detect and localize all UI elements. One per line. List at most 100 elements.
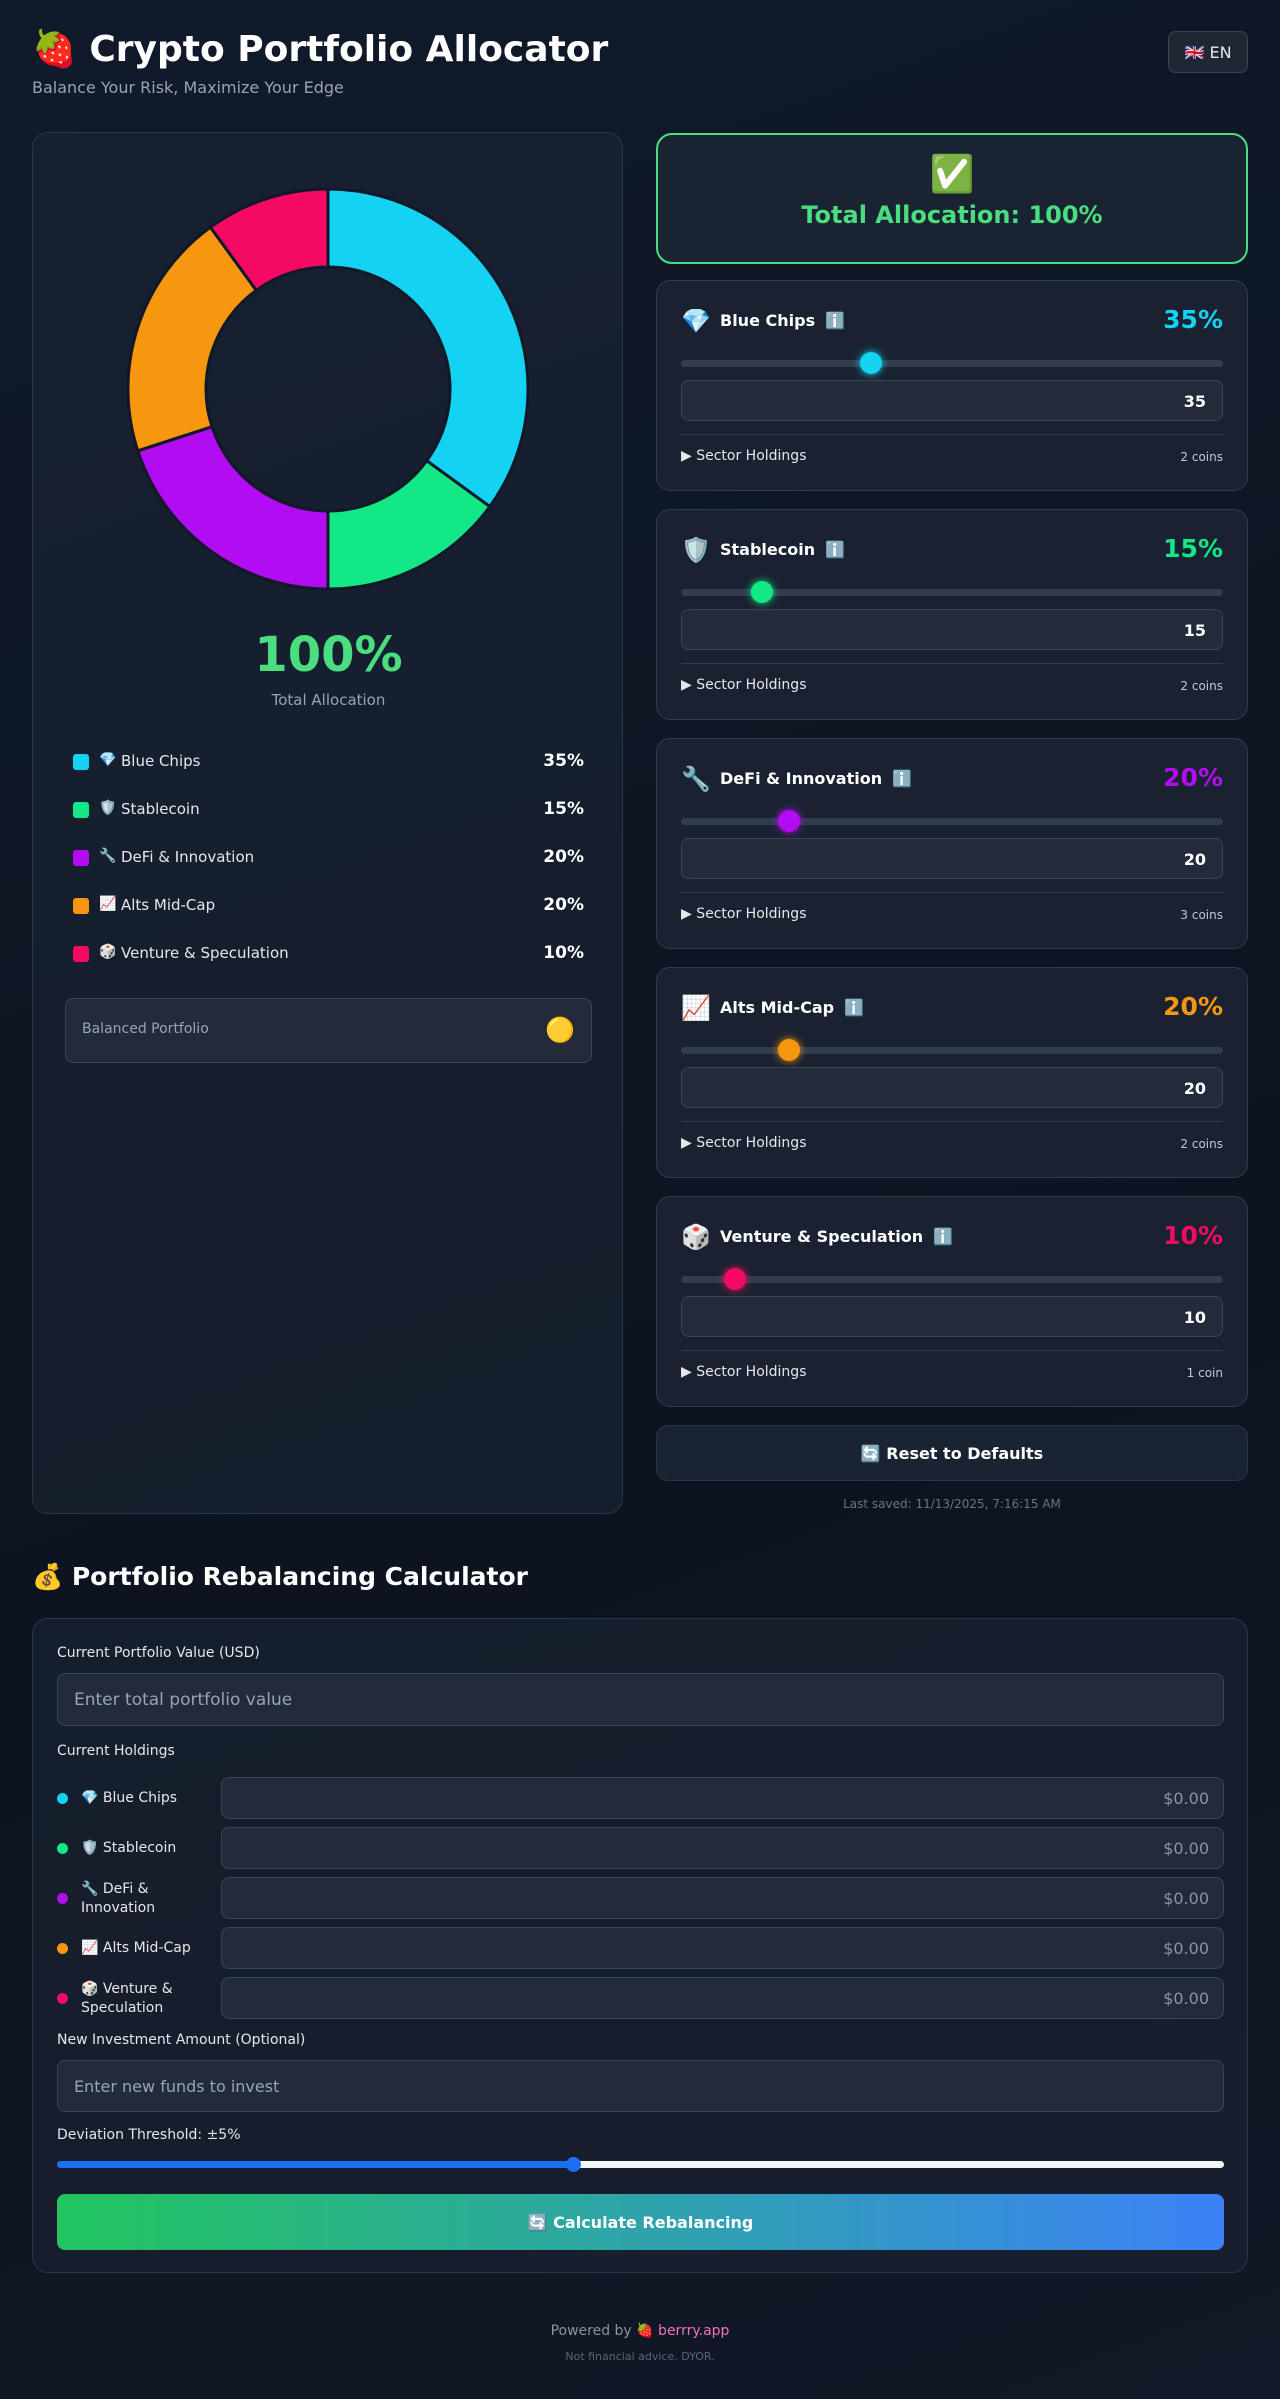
holding-row: 🎲 Venture & Speculation $0.00 [57,1977,1224,2020]
slider-thumb[interactable] [778,1039,801,1061]
percent-input[interactable]: 35 [681,380,1223,421]
divider [681,434,1223,435]
holdings-toggle[interactable]: ▶ Sector Holdings [681,677,807,693]
legend-name: Alts Mid-Cap [121,896,216,914]
sector-name: DeFi & Innovation ℹ️ [720,769,913,788]
slider-thumb[interactable] [724,1268,747,1290]
sector-card: 💎 Blue Chips ℹ️ 35% 35 ▶ Sector Holdings 2 coi… [656,280,1248,491]
divider [681,663,1223,664]
input-value: 10 [1183,1308,1206,1327]
app-title: 🍓 Crypto Portfolio Allocator [32,29,609,70]
slider-track[interactable] [681,1039,1223,1061]
holding-dot [57,1893,68,1904]
holding-icon: 💎 [81,1790,99,1807]
divider [681,892,1223,893]
reset-button[interactable]: 🔄 Reset to Defaults [656,1425,1248,1481]
new-label: New Investment Amount (Optional) [57,2032,306,2048]
info-icon[interactable]: ℹ️ [825,540,846,559]
percent-input[interactable]: 20 [681,838,1223,879]
holding-row: 📈 Alts Mid-Cap $0.00 [57,1927,1224,1970]
holding-text: 🛡️ Stablecoin [81,1839,176,1858]
language-button[interactable]: 🇬🇧 EN [1168,31,1248,73]
legend-value: 35% [543,751,584,771]
legend-item: 🛡️ Stablecoin 15% [73,798,584,822]
coin-count: 2 coins [1180,450,1223,464]
sector-percent: 10% [1163,1221,1223,1250]
holding-name: 📈 Alts Mid-Cap [81,1927,211,1970]
legend-swatch [73,946,89,962]
holding-icon: 🎲 [81,1980,99,1997]
holdings-toggle[interactable]: ▶ Sector Holdings [681,1364,807,1380]
holdings-toggle[interactable]: ▶ Sector Holdings [681,448,807,464]
legend-item: 📈 Alts Mid-Cap 20% [73,894,584,918]
holding-dot [57,1993,68,2004]
legend-icon: 💎 [99,752,117,768]
slider-track[interactable] [681,810,1223,832]
legend-swatch [73,754,89,770]
info-icon[interactable]: ℹ️ [933,1227,954,1246]
placeholder: Enter total portfolio value [74,1690,293,1710]
slider-track[interactable] [681,1268,1223,1290]
total-caption: Total Allocation [271,691,386,709]
holding-input[interactable]: $0.00 [221,1777,1224,1819]
input-value: 20 [1183,1079,1206,1098]
holding-name: DeFi & Innovation [81,1880,156,1916]
holding-input[interactable]: $0.00 [221,1877,1224,1919]
placeholder: $0.00 [1163,1789,1209,1808]
slider-thumb[interactable] [859,352,882,374]
new-input[interactable]: Enter new funds to invest [57,2060,1224,2112]
sector-name: Alts Mid-Cap ℹ️ [720,998,865,1017]
brand-link[interactable]: 🍓 berrry.app [636,2323,730,2339]
holding-name: Stablecoin [102,1840,177,1857]
legend-swatch [73,802,89,818]
percent-input[interactable]: 10 [681,1296,1223,1337]
holding-input[interactable]: $0.00 [221,1977,1224,2019]
value-input[interactable]: Enter total portfolio value [57,1673,1224,1726]
slider-thumb[interactable] [566,2157,581,2172]
legend-item: 🔧 DeFi & Innovation 20% [73,846,584,870]
slider-thumb[interactable] [778,810,801,832]
info-icon[interactable]: ℹ️ [825,311,846,330]
holding-name: Blue Chips [102,1790,178,1807]
holdings-label: Current Holdings [57,1743,175,1759]
legend-value: 20% [543,847,584,867]
threshold-slider[interactable] [57,2157,1224,2172]
coin-count: 1 coin [1186,1366,1223,1380]
total-percent: 100% [254,627,403,683]
holding-row: 🔧 DeFi & Innovation $0.00 [57,1877,1224,1920]
placeholder: $0.00 [1163,1889,1209,1908]
placeholder: $0.00 [1163,1839,1209,1858]
holding-input[interactable]: $0.00 [221,1827,1224,1869]
holding-input[interactable]: $0.00 [221,1927,1224,1969]
info-icon[interactable]: ℹ️ [844,998,865,1017]
holding-name: 🎲 Venture & Speculation [81,1977,211,2020]
legend-name: DeFi & Innovation [121,848,255,866]
holding-name: 🔧 DeFi & Innovation [81,1877,211,1920]
holding-icon: 📈 [81,1940,99,1957]
slider-track[interactable] [681,352,1223,374]
holding-icon: 🔧 [81,1880,99,1897]
powered: Powered by [550,2323,632,2339]
sector-icon: 💎 [681,307,711,335]
holding-text: 📈 Alts Mid-Cap [81,1939,191,1958]
holdings-toggle[interactable]: ▶ Sector Holdings [681,906,807,922]
value-label: Current Portfolio Value (USD) [57,1645,260,1661]
holding-dot [57,1943,68,1954]
slider-thumb[interactable] [751,581,774,603]
calculate-button[interactable]: 🔄 Calculate Rebalancing [57,2194,1224,2250]
legend-value: 20% [543,895,584,915]
sector-icon: 🛡️ [681,536,711,564]
coin-count: 2 coins [1180,679,1223,693]
percent-input[interactable]: 15 [681,609,1223,650]
calculator-panel: Current Portfolio Value (USD) Enter tota… [32,1618,1248,2273]
holding-row: 🛡️ Stablecoin $0.00 [57,1827,1224,1870]
donut-segment [126,225,259,453]
holdings-toggle[interactable]: ▶ Sector Holdings [681,1135,807,1151]
legend-icon: 🔧 [99,848,117,864]
percent-input[interactable]: 20 [681,1067,1223,1108]
sector-card: 🔧 DeFi & Innovation ℹ️ 20% 20 ▶ Sector Holdin… [656,738,1248,949]
info-icon[interactable]: ℹ️ [892,769,913,788]
slider-track[interactable] [681,581,1223,603]
sector-card: 📈 Alts Mid-Cap ℹ️ 20% 20 ▶ Sector Holdings 2 c… [656,967,1248,1178]
holding-icon: 🛡️ [81,1840,99,1857]
